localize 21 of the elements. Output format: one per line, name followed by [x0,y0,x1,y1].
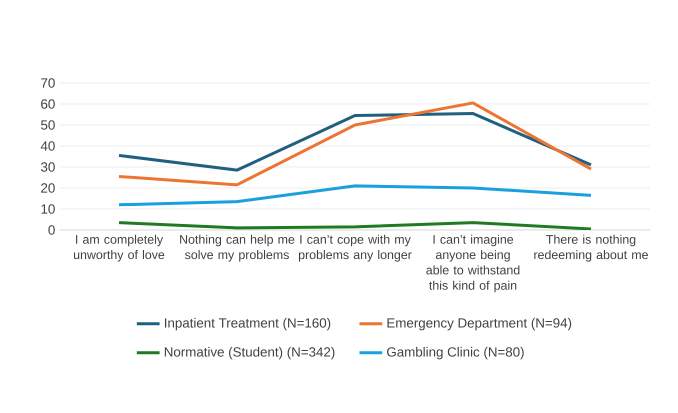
y-tick-label: 20 [41,183,55,193]
y-tick-label: 10 [41,204,55,214]
y-tick-label: 30 [40,162,55,172]
line-series [118,112,592,172]
x-tick-label: There is nothing redeeming about me [534,234,648,262]
x-tick-label: I can’t cope with my problems any longer [298,234,412,262]
x-tick-label: Nothing can help me solve my problems [180,234,294,262]
legend-label: Gambling Clinic (N=80) [387,346,524,360]
y-tick-label: 50 [41,120,55,130]
legend-label: Normative (Student) (N=342) [164,346,334,360]
y-tick-label: 70 [41,78,55,88]
line-series [118,221,592,230]
legend-label: Inpatient Treatment (N=160) [164,318,330,330]
x-tick-label: I am completely unworthy of love [74,234,164,262]
y-tick-label: 40 [40,141,55,151]
x-tick-label: I can’t imagine anyone being able to withstand this kind of pain [426,234,520,292]
line-series [118,101,592,186]
y-tick-label: 60 [41,99,55,109]
y-tick-label: 0 [48,225,55,235]
legend-label: Emergency Department (N=94) [387,318,572,330]
line-series [118,184,592,206]
